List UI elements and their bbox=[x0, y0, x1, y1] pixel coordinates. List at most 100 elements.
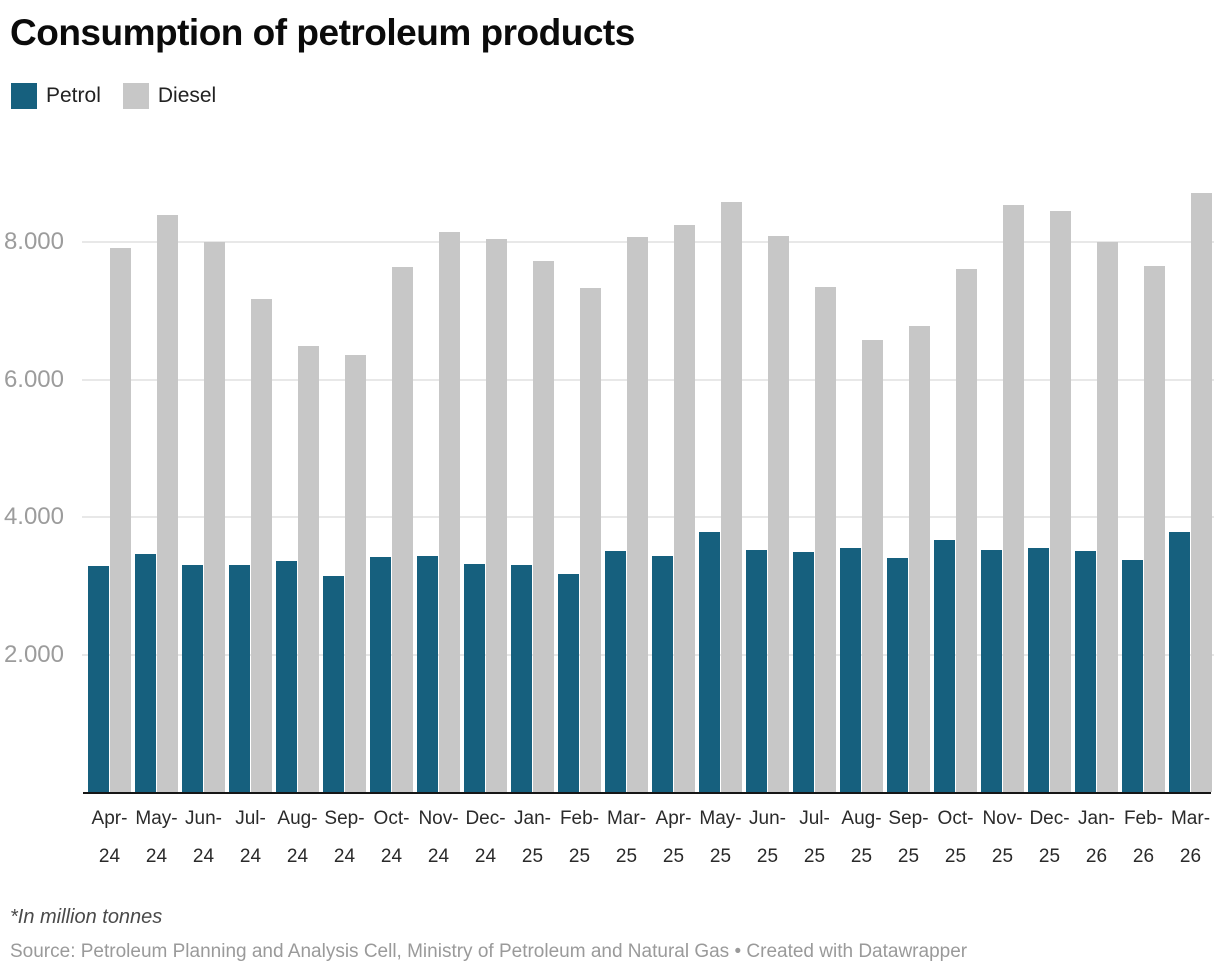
bar-petrol-feb-25 bbox=[558, 574, 579, 792]
bar-petrol-jun-24 bbox=[182, 565, 203, 792]
bar-diesel-nov-24 bbox=[439, 231, 460, 792]
source-line: Source: Petroleum Planning and Analysis … bbox=[10, 941, 968, 962]
bar-petrol-oct-24 bbox=[370, 556, 391, 792]
bar-group-jun-24 bbox=[182, 185, 225, 792]
bar-diesel-oct-25 bbox=[956, 268, 977, 792]
x-tick-label-dec-25: Dec- 25 bbox=[1029, 808, 1070, 867]
petrol-swatch-icon bbox=[11, 83, 37, 109]
x-tick-label-dec-24: Dec- 24 bbox=[465, 808, 506, 867]
bar-petrol-feb-26 bbox=[1122, 559, 1143, 792]
bar-group-mar-25 bbox=[605, 185, 648, 792]
bar-diesel-sep-24 bbox=[345, 354, 366, 792]
bar-diesel-may-25 bbox=[721, 202, 742, 792]
bar-group-feb-25 bbox=[558, 185, 601, 792]
bar-petrol-sep-24 bbox=[323, 576, 344, 792]
x-tick-label-jun-25: Jun- 25 bbox=[749, 808, 786, 867]
bar-diesel-mar-25 bbox=[627, 237, 648, 792]
x-axis-labels: Apr- 24 May- 24 Jun- 24 Jul- 24 Aug- 24 Sep- 24 Oct-… bbox=[82, 800, 1214, 876]
y-tick-label-8000: 8.000 bbox=[3, 228, 64, 256]
x-tick-label-feb-26: Feb- 26 bbox=[1123, 808, 1164, 867]
bar-petrol-mar-25 bbox=[605, 550, 626, 792]
bar-diesel-aug-24 bbox=[298, 345, 319, 792]
bar-diesel-oct-24 bbox=[392, 266, 413, 792]
bar-petrol-apr-25 bbox=[652, 555, 673, 792]
bar-petrol-may-24 bbox=[135, 554, 156, 792]
gridline-8000 bbox=[82, 241, 1214, 244]
bar-petrol-sep-25 bbox=[887, 557, 908, 792]
bar-diesel-may-24 bbox=[157, 214, 178, 792]
bar-group-mar-26 bbox=[1169, 185, 1212, 792]
bar-petrol-nov-24 bbox=[417, 556, 438, 792]
footnote: *In million tonnes bbox=[10, 906, 163, 928]
bar-petrol-jul-25 bbox=[793, 552, 814, 792]
bar-diesel-aug-25 bbox=[862, 340, 883, 792]
gridline-2000 bbox=[82, 653, 1214, 656]
chart-title: Consumption of petroleum products bbox=[10, 12, 635, 53]
x-tick-label-jun-24: Jun- 24 bbox=[185, 808, 222, 867]
y-tick-label-4000: 4.000 bbox=[3, 503, 64, 531]
bar-group-apr-25 bbox=[652, 185, 695, 792]
bar-diesel-nov-25 bbox=[1003, 204, 1024, 792]
bar-diesel-jan-25 bbox=[533, 260, 554, 792]
bar-petrol-mar-26 bbox=[1169, 532, 1190, 792]
bar-group-sep-24 bbox=[323, 185, 366, 792]
legend-label-petrol: Petrol bbox=[46, 84, 101, 107]
bar-group-apr-24 bbox=[88, 185, 131, 792]
bar-petrol-nov-25 bbox=[981, 550, 1002, 792]
x-tick-label-oct-24: Oct- 24 bbox=[373, 808, 410, 867]
x-tick-label-aug-24: Aug- 24 bbox=[277, 808, 318, 867]
y-tick-label-6000: 6.000 bbox=[3, 365, 64, 393]
x-tick-label-apr-24: Apr- 24 bbox=[91, 808, 128, 867]
bar-diesel-mar-26 bbox=[1191, 193, 1212, 792]
bar-group-jul-24 bbox=[229, 185, 272, 792]
bar-group-oct-25 bbox=[934, 185, 977, 792]
x-tick-label-oct-25: Oct- 25 bbox=[937, 808, 974, 867]
bar-petrol-jan-25 bbox=[511, 565, 532, 792]
x-tick-label-aug-25: Aug- 25 bbox=[841, 808, 882, 867]
gridline-4000 bbox=[82, 516, 1214, 519]
x-tick-label-sep-24: Sep- 24 bbox=[324, 808, 365, 867]
bar-group-nov-25 bbox=[981, 185, 1024, 792]
bar-petrol-jul-24 bbox=[229, 564, 250, 792]
x-tick-label-nov-24: Nov- 24 bbox=[418, 808, 459, 867]
bar-group-jan-25 bbox=[511, 185, 554, 792]
bar-petrol-dec-25 bbox=[1028, 548, 1049, 792]
bar-petrol-jan-26 bbox=[1075, 551, 1096, 792]
bar-petrol-dec-24 bbox=[464, 563, 485, 792]
bar-diesel-jul-24 bbox=[251, 299, 272, 792]
bar-petrol-aug-24 bbox=[276, 561, 297, 792]
bar-petrol-may-25 bbox=[699, 532, 720, 792]
bar-diesel-jul-25 bbox=[815, 286, 836, 792]
x-tick-label-nov-25: Nov- 25 bbox=[982, 808, 1023, 867]
gridline-6000 bbox=[82, 378, 1214, 381]
legend-item-diesel: Diesel bbox=[122, 83, 216, 109]
bar-diesel-feb-26 bbox=[1144, 266, 1165, 792]
y-tick-label-2000: 2.000 bbox=[3, 640, 64, 668]
x-tick-label-jan-25: Jan- 25 bbox=[514, 808, 551, 867]
plot-area bbox=[82, 185, 1214, 792]
bar-diesel-sep-25 bbox=[909, 325, 930, 792]
x-tick-label-mar-25: Mar- 25 bbox=[606, 808, 647, 867]
x-tick-label-may-24: May- 24 bbox=[135, 808, 178, 867]
legend-item-petrol: Petrol bbox=[11, 83, 101, 109]
bar-diesel-dec-24 bbox=[486, 238, 507, 792]
bar-petrol-oct-25 bbox=[934, 539, 955, 792]
legend: Petrol Diesel bbox=[11, 83, 216, 109]
bar-group-jul-25 bbox=[793, 185, 836, 792]
bar-diesel-jun-25 bbox=[768, 235, 789, 792]
bar-group-sep-25 bbox=[887, 185, 930, 792]
x-tick-label-sep-25: Sep- 25 bbox=[888, 808, 929, 867]
bar-petrol-aug-25 bbox=[840, 548, 861, 792]
diesel-swatch-icon bbox=[122, 83, 149, 109]
x-axis-line bbox=[83, 792, 1211, 794]
bar-diesel-jan-26 bbox=[1097, 242, 1118, 792]
x-tick-label-jul-24: Jul- 24 bbox=[235, 808, 266, 867]
bars bbox=[82, 185, 1214, 792]
x-tick-label-feb-25: Feb- 25 bbox=[559, 808, 600, 867]
bar-diesel-apr-24 bbox=[110, 248, 131, 792]
x-tick-label-apr-25: Apr- 25 bbox=[655, 808, 692, 867]
bar-diesel-jun-24 bbox=[204, 242, 225, 792]
bar-petrol-jun-25 bbox=[746, 550, 767, 792]
x-tick-label-may-25: May- 25 bbox=[699, 808, 742, 867]
